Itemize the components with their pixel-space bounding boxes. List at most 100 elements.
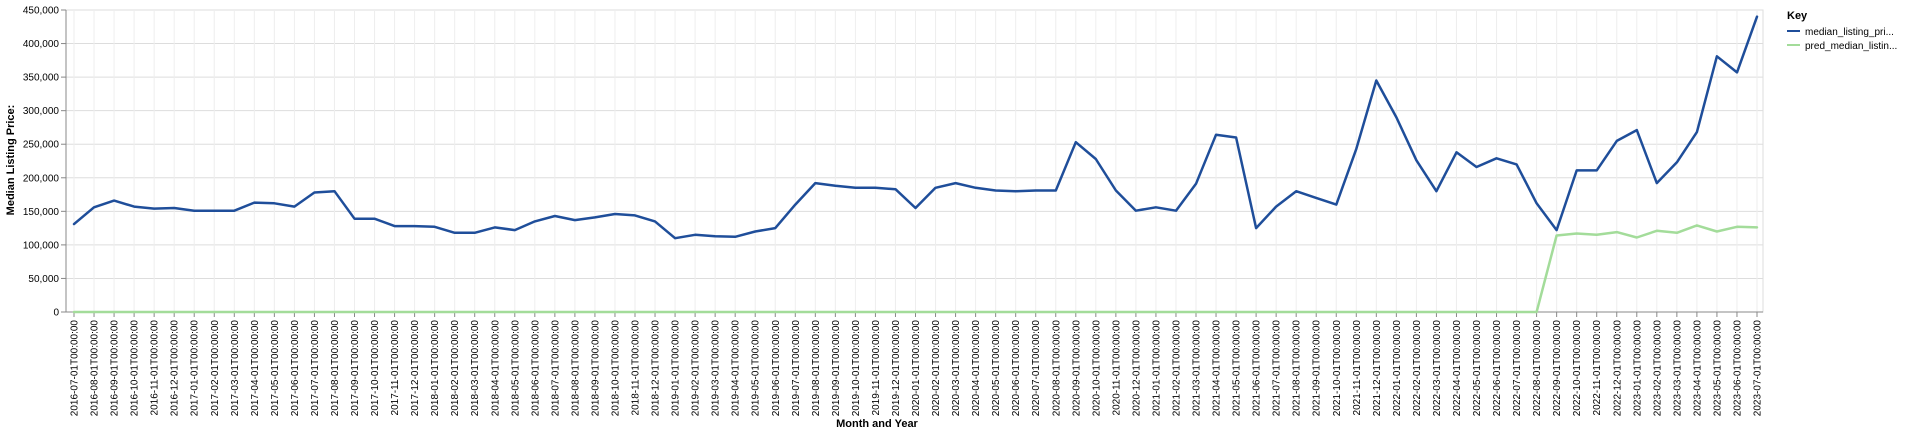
x-tick-label: 2018-03-01T00:00:00 xyxy=(470,320,481,417)
x-tick-label: 2023-03-01T00:00:00 xyxy=(1672,320,1683,417)
x-tick-label: 2021-06-01T00:00:00 xyxy=(1252,320,1263,417)
x-tick-label: 2018-04-01T00:00:00 xyxy=(490,320,501,417)
x-tick-label: 2018-10-01T00:00:00 xyxy=(610,320,621,417)
x-tick-label: 2017-07-01T00:00:00 xyxy=(310,320,321,417)
x-tick-label: 2016-10-01T00:00:00 xyxy=(130,320,141,417)
x-tick-label: 2019-04-01T00:00:00 xyxy=(731,320,742,417)
x-tick-label: 2019-10-01T00:00:00 xyxy=(851,320,862,417)
x-tick-label: 2017-09-01T00:00:00 xyxy=(350,320,361,417)
x-tick-label: 2018-01-01T00:00:00 xyxy=(430,320,441,417)
y-tick-label: 350,000 xyxy=(23,73,60,84)
x-tick-label: 2020-10-01T00:00:00 xyxy=(1091,320,1102,417)
legend: Key median_listing_pri... pred_median_li… xyxy=(1787,10,1897,52)
x-tick-label: 2021-07-01T00:00:00 xyxy=(1272,320,1283,417)
x-tick-label: 2019-12-01T00:00:00 xyxy=(891,320,902,417)
series-lines xyxy=(72,15,1759,314)
x-tick-label: 2021-11-01T00:00:00 xyxy=(1352,320,1363,416)
y-tick-label: 50,000 xyxy=(28,274,59,285)
x-tick-label: 2022-11-01T00:00:00 xyxy=(1592,320,1603,416)
x-tick-label: 2017-04-01T00:00:00 xyxy=(250,320,261,417)
x-tick-label: 2018-05-01T00:00:00 xyxy=(510,320,521,417)
x-tick-label: 2020-08-01T00:00:00 xyxy=(1051,320,1062,417)
x-tick-label: 2022-10-01T00:00:00 xyxy=(1572,320,1583,417)
x-tick-label: 2020-09-01T00:00:00 xyxy=(1071,320,1082,417)
y-axis: 0 50,000 100,000 150,000 200,000 250,000 300,0… xyxy=(23,6,67,319)
x-tick-label: 2023-02-01T00:00:00 xyxy=(1652,320,1663,417)
y-tick-label: 100,000 xyxy=(23,240,60,251)
x-tick-label: 2019-06-01T00:00:00 xyxy=(771,320,782,417)
x-tick-label: 2017-08-01T00:00:00 xyxy=(330,320,341,417)
x-tick-label: 2022-04-01T00:00:00 xyxy=(1452,320,1463,417)
x-tick-label: 2019-05-01T00:00:00 xyxy=(751,320,762,417)
x-tick-label: 2016-11-01T00:00:00 xyxy=(150,320,161,416)
x-tick-label: 2021-02-01T00:00:00 xyxy=(1171,320,1182,417)
x-tick-label: 2019-07-01T00:00:00 xyxy=(791,320,802,417)
x-tick-label: 2019-01-01T00:00:00 xyxy=(671,320,682,417)
y-tick-label: 200,000 xyxy=(23,173,60,184)
x-tick-label: 2021-10-01T00:00:00 xyxy=(1332,320,1343,417)
x-tick-label: 2023-06-01T00:00:00 xyxy=(1732,320,1743,417)
y-tick-label: 400,000 xyxy=(23,39,60,50)
x-tick-label: 2023-01-01T00:00:00 xyxy=(1632,320,1643,417)
x-tick-label: 2021-09-01T00:00:00 xyxy=(1312,320,1323,417)
x-tick-label: 2021-05-01T00:00:00 xyxy=(1232,320,1243,417)
x-tick-label: 2019-08-01T00:00:00 xyxy=(811,320,822,417)
legend-label-pred-median-listing: pred_median_listin... xyxy=(1805,41,1897,52)
x-tick-label: 2019-09-01T00:00:00 xyxy=(831,320,842,417)
x-tick-label: 2016-08-01T00:00:00 xyxy=(90,320,101,417)
x-axis-title: Month and Year xyxy=(836,418,918,430)
x-tick-label: 2022-06-01T00:00:00 xyxy=(1492,320,1503,417)
series-line-median-listing-price xyxy=(72,15,1759,240)
x-tick-label: 2020-04-01T00:00:00 xyxy=(971,320,982,417)
y-tick-label: 300,000 xyxy=(23,106,60,117)
x-tick-label: 2021-12-01T00:00:00 xyxy=(1372,320,1383,417)
x-tick-label: 2018-07-01T00:00:00 xyxy=(550,320,561,417)
x-tick-label: 2020-12-01T00:00:00 xyxy=(1131,320,1142,417)
x-tick-label: 2018-12-01T00:00:00 xyxy=(651,320,662,417)
x-tick-label: 2016-07-01T00:00:00 xyxy=(70,320,81,417)
x-tick-label: 2017-12-01T00:00:00 xyxy=(410,320,421,417)
x-tick-label: 2023-05-01T00:00:00 xyxy=(1712,320,1723,417)
x-tick-label: 2020-07-01T00:00:00 xyxy=(1031,320,1042,417)
x-tick-label: 2017-10-01T00:00:00 xyxy=(370,320,381,417)
x-tick-label: 2023-07-01T00:00:00 xyxy=(1753,320,1764,417)
x-tick-label: 2018-11-01T00:00:00 xyxy=(631,320,642,416)
x-tick-label: 2022-05-01T00:00:00 xyxy=(1472,320,1483,417)
x-tick-label: 2020-02-01T00:00:00 xyxy=(931,320,942,417)
x-tick-label: 2021-04-01T00:00:00 xyxy=(1212,320,1223,417)
x-tick-label: 2018-08-01T00:00:00 xyxy=(570,320,581,417)
x-tick-label: 2018-02-01T00:00:00 xyxy=(450,320,461,417)
x-tick-label: 2017-06-01T00:00:00 xyxy=(290,320,301,417)
legend-label-median-listing-price: median_listing_pri... xyxy=(1805,27,1894,38)
x-axis: 2016-07-01T00:00:00 2016-08-01T00:00:00 20… xyxy=(66,311,1764,417)
x-tick-label: 2022-01-01T00:00:00 xyxy=(1392,320,1403,417)
x-tick-label: 2021-01-01T00:00:00 xyxy=(1151,320,1162,417)
series-line-pred-median-listing xyxy=(72,224,1759,314)
x-tick-label: 2016-12-01T00:00:00 xyxy=(170,320,181,417)
gridlines xyxy=(65,9,1764,313)
x-tick-label: 2020-05-01T00:00:00 xyxy=(991,320,1002,417)
x-tick-label: 2022-09-01T00:00:00 xyxy=(1552,320,1563,417)
x-tick-label: 2023-04-01T00:00:00 xyxy=(1692,320,1703,417)
y-axis-title: Median Listing Price: xyxy=(5,105,17,216)
y-tick-label: 150,000 xyxy=(23,207,60,218)
x-tick-label: 2021-03-01T00:00:00 xyxy=(1192,320,1203,417)
y-tick-label: 450,000 xyxy=(23,6,60,17)
x-tick-label: 2018-09-01T00:00:00 xyxy=(590,320,601,417)
legend-title: Key xyxy=(1787,10,1808,22)
x-tick-label: 2022-07-01T00:00:00 xyxy=(1512,320,1523,417)
x-tick-label: 2022-12-01T00:00:00 xyxy=(1612,320,1623,417)
x-tick-label: 2019-03-01T00:00:00 xyxy=(711,320,722,417)
x-tick-label: 2020-11-01T00:00:00 xyxy=(1111,320,1122,416)
y-tick-label: 250,000 xyxy=(23,140,60,151)
x-tick-label: 2020-03-01T00:00:00 xyxy=(951,320,962,417)
x-tick-label: 2017-02-01T00:00:00 xyxy=(210,320,221,417)
x-tick-label: 2017-01-01T00:00:00 xyxy=(190,320,201,417)
y-tick-label: 0 xyxy=(53,308,59,319)
x-tick-label: 2022-08-01T00:00:00 xyxy=(1532,320,1543,417)
x-tick-label: 2020-01-01T00:00:00 xyxy=(911,320,922,417)
x-tick-label: 2019-02-01T00:00:00 xyxy=(691,320,702,417)
x-tick-label: 2017-03-01T00:00:00 xyxy=(230,320,241,417)
x-tick-label: 2017-05-01T00:00:00 xyxy=(270,320,281,417)
